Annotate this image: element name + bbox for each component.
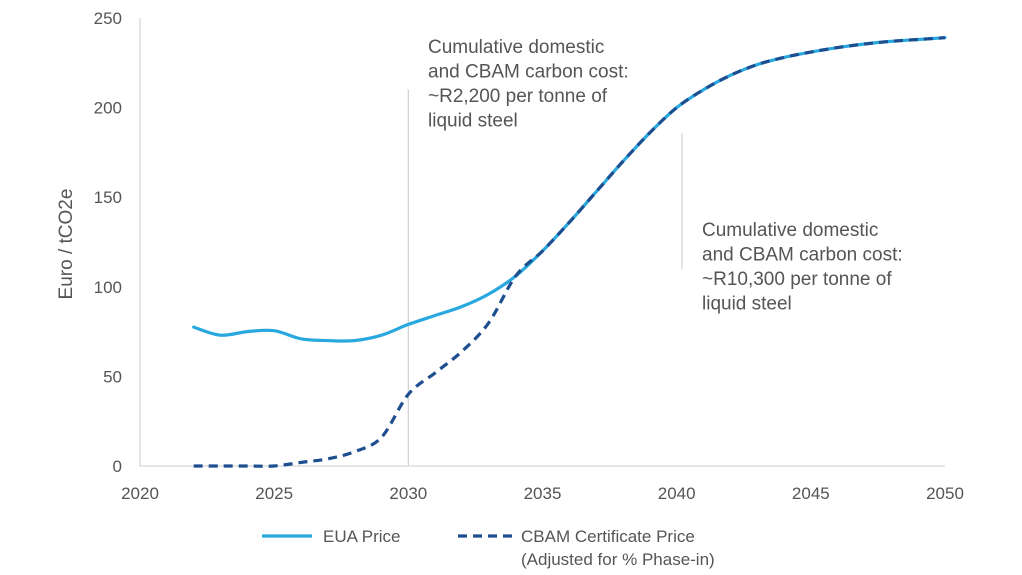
- y-tick-label: 150: [94, 188, 122, 207]
- y-tick-label: 0: [113, 457, 122, 476]
- annotations: Cumulative domestic and CBAM carbon cost:…: [407, 37, 903, 466]
- annotation-text: ~R2,200 per tonne of: [428, 86, 608, 107]
- annotation-text: liquid steel: [702, 294, 792, 315]
- y-tick-label: 50: [103, 367, 122, 386]
- series-line-cbam-certificate-price: [193, 36, 946, 468]
- legend-label-cbam-phase-in-note: (Adjusted for % Phase-in): [521, 550, 715, 569]
- y-tick-label: 100: [94, 278, 122, 297]
- annotation-text: Cumulative domestic: [428, 37, 604, 58]
- series-line-eua-price: [192, 36, 947, 343]
- x-tick-label: 2020: [121, 484, 159, 503]
- x-tick-label: 2050: [926, 484, 964, 503]
- y-axis-title: Euro / tCO2e: [56, 189, 77, 300]
- legend-label-eua-price: EUA Price: [323, 527, 400, 546]
- y-tick-label: 200: [94, 99, 122, 118]
- annotation-text: and CBAM carbon cost:: [428, 62, 629, 83]
- legend: EUA Price CBAM Certificate Price (Adjusted…: [262, 527, 715, 569]
- annotation-text: ~R10,300 per tonne of: [702, 269, 892, 290]
- annotation-text: Cumulative domestic: [702, 220, 878, 241]
- legend-label-cbam-certificate-price: CBAM Certificate Price: [521, 527, 695, 546]
- x-tick-label: 2030: [389, 484, 427, 503]
- x-tick-label: 2035: [524, 484, 562, 503]
- x-tick-label: 2025: [255, 484, 293, 503]
- x-tick-label: 2045: [792, 484, 830, 503]
- axes: 2020 2025 2030 2035 2040 2045 2050 0 50 100 150 200…: [94, 9, 964, 503]
- y-tick-label: 250: [94, 9, 122, 28]
- annotation-text: and CBAM carbon cost:: [702, 245, 903, 266]
- annotation-text: liquid steel: [428, 111, 518, 132]
- x-tick-label: 2040: [658, 484, 696, 503]
- series-group: [192, 36, 947, 468]
